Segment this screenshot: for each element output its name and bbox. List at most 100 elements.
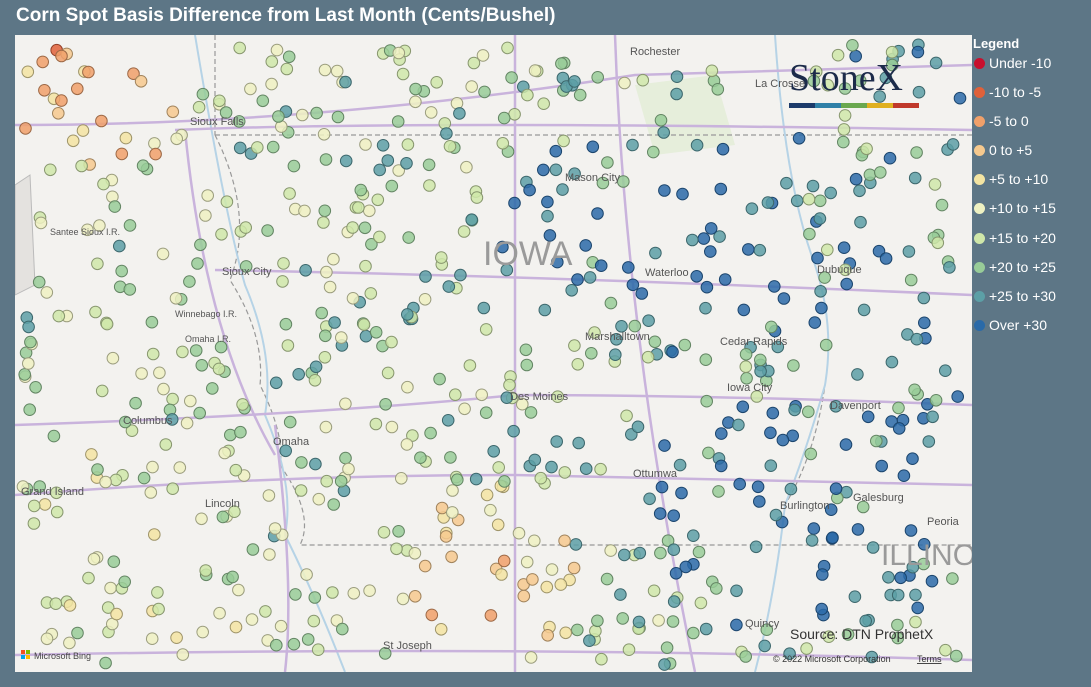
station-dot [396, 592, 410, 606]
legend-item: +5 to +10 [973, 171, 1091, 200]
station-dot [424, 106, 438, 119]
station-dot [309, 360, 323, 374]
station-dot [487, 445, 501, 458]
station-dot [400, 438, 414, 451]
station-dot [82, 571, 95, 585]
station-dot [857, 303, 871, 317]
station-dot [891, 631, 905, 645]
station-dot [219, 106, 233, 119]
place-label: Winnebago I.R. [175, 309, 237, 319]
station-dot [622, 643, 636, 657]
station-dot [119, 131, 133, 145]
station-dot [244, 82, 257, 96]
station-dot [49, 597, 63, 611]
place-label: St Joseph [383, 640, 432, 652]
station-dot [239, 260, 253, 273]
station-dot [666, 345, 679, 359]
station-dot [165, 413, 179, 426]
station-dot [196, 625, 209, 639]
station-dot [119, 415, 132, 429]
legend-item: 0 to +5 [973, 142, 1091, 171]
station-dot [153, 366, 166, 380]
station-dot [635, 287, 649, 300]
station-dot [854, 215, 867, 229]
station-dot [479, 406, 493, 420]
station-dot [280, 62, 294, 76]
station-dot [166, 392, 179, 406]
station-dot [848, 590, 862, 604]
station-dot [549, 144, 563, 158]
station-dot [29, 381, 42, 394]
copyright: © 2022 Microsoft Corporation [773, 654, 891, 664]
place-labels: Rochester La Crosse Sioux Falls Santee Siou… [21, 46, 972, 652]
station-dot [699, 353, 713, 367]
station-dot [816, 568, 829, 581]
station-dot [892, 401, 905, 415]
station-dot [323, 280, 337, 294]
station-dot [381, 366, 395, 380]
station-dot [910, 332, 924, 346]
place-label: Iowa City [727, 382, 773, 394]
station-dot [549, 163, 563, 177]
station-dot [802, 405, 815, 419]
station-dot [567, 561, 581, 575]
station-dot [699, 301, 712, 315]
legend-items: Under -10 -10 to -5 -5 to 0 0 to +5 +5 to +1… [973, 55, 1091, 346]
station-dot [233, 41, 246, 55]
station-dot [199, 564, 212, 577]
station-dot [636, 73, 650, 87]
legend-swatch [974, 232, 985, 244]
station-dot [228, 505, 241, 519]
station-dot [457, 225, 471, 238]
legend-swatch [974, 174, 985, 186]
station-dot [526, 573, 539, 586]
station-dot [716, 142, 730, 156]
legend-label: -10 to -5 [989, 84, 1042, 101]
station-dot [296, 108, 309, 122]
station-dot [424, 426, 437, 440]
station-dot [507, 424, 520, 438]
place-label: IOWA [483, 235, 573, 273]
station-dot [419, 270, 432, 283]
station-dot [585, 347, 598, 360]
station-dot [737, 303, 751, 317]
station-dot [935, 198, 949, 212]
station-dot [622, 261, 635, 274]
station-dot [909, 615, 922, 629]
station-dot [392, 525, 405, 538]
station-dot [85, 448, 98, 461]
station-dot [498, 475, 511, 488]
legend-item: -5 to 0 [973, 113, 1091, 142]
station-dot [312, 492, 326, 506]
station-dot [463, 359, 477, 372]
station-dot [192, 100, 206, 114]
station-dot [159, 438, 173, 451]
station-dot [753, 495, 766, 508]
station-dot [538, 303, 552, 317]
station-dot [856, 500, 870, 514]
station-dot [359, 138, 372, 151]
station-dot [686, 233, 699, 247]
station-dot [697, 232, 711, 245]
station-dot [853, 74, 867, 88]
station-dot [63, 599, 77, 612]
station-dot [220, 195, 234, 208]
station-dot [335, 331, 348, 344]
station-dot [777, 292, 791, 305]
place-label: Omaha I.R. [185, 334, 231, 344]
station-dot [702, 446, 715, 460]
station-dot [705, 64, 719, 78]
station-dot [282, 50, 296, 64]
legend-item: +25 to +30 [973, 288, 1091, 317]
station-dot [559, 626, 573, 640]
station-dot [465, 80, 479, 93]
station-dot [52, 309, 66, 323]
station-dot [476, 49, 490, 62]
station-dot [336, 622, 349, 636]
station-dot [579, 239, 593, 252]
station-dot [783, 647, 796, 661]
station-dot [837, 241, 851, 254]
legend-item: Under -10 [973, 55, 1091, 84]
station-dot [467, 56, 481, 70]
terms-link[interactable]: Terms [917, 654, 942, 664]
